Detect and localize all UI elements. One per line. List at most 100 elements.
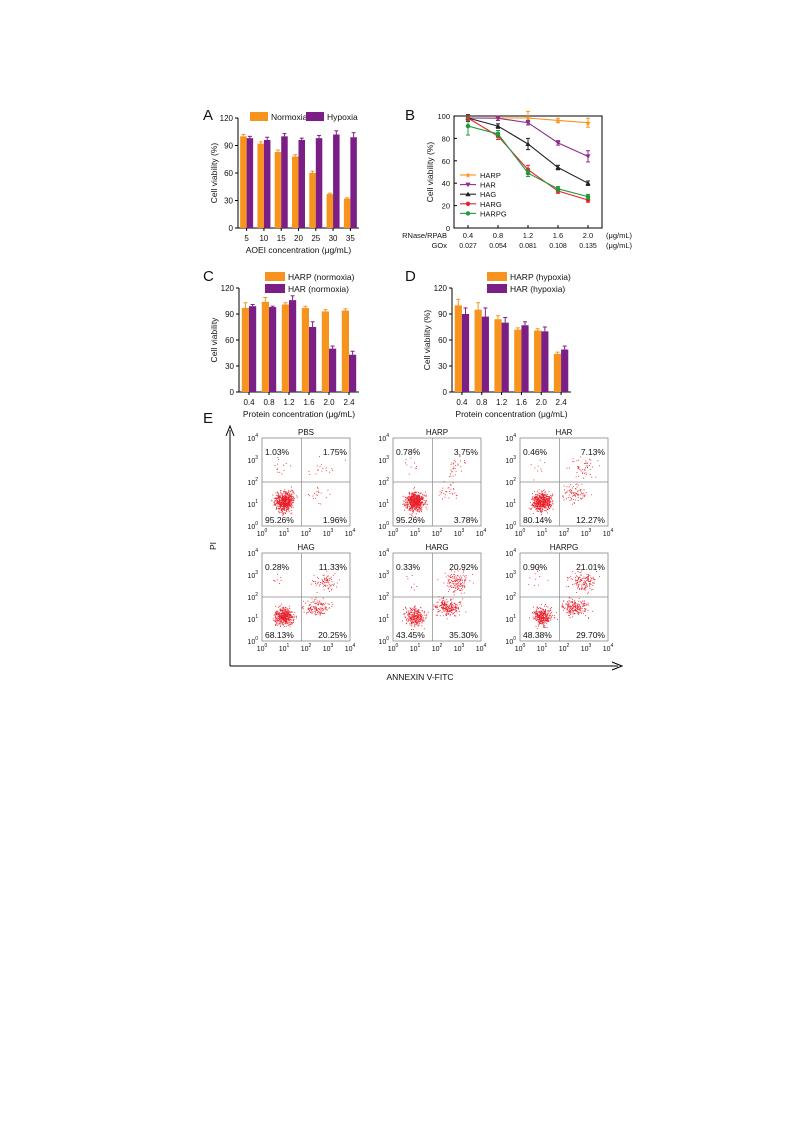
dot (585, 581, 587, 583)
dot (287, 609, 289, 610)
dot (285, 617, 286, 619)
dot (410, 510, 412, 511)
dot (534, 618, 536, 619)
dot (572, 606, 574, 608)
dot (311, 609, 313, 610)
dot (573, 605, 575, 607)
dot (576, 460, 578, 462)
dot (421, 610, 423, 611)
dot (286, 506, 287, 508)
dot (455, 615, 457, 617)
y-axis-label: Cell viability (%) (425, 142, 435, 203)
dot (546, 615, 548, 617)
dot (323, 609, 324, 611)
dot (442, 602, 443, 604)
bar-har-hypoxia- (521, 325, 529, 392)
dot (285, 610, 286, 611)
dot (409, 509, 411, 511)
dot (546, 627, 548, 628)
dot (574, 494, 576, 495)
dot (323, 589, 325, 591)
dot (447, 585, 448, 587)
legend-label: Hypoxia (327, 112, 358, 122)
dot (283, 624, 284, 626)
dot (534, 616, 536, 618)
dot (275, 617, 277, 619)
dot (416, 621, 417, 623)
dot (315, 598, 317, 600)
dot (318, 611, 320, 613)
y-tick-label: 60 (224, 169, 233, 178)
dot (281, 502, 282, 504)
x-tick-exponent: 0 (265, 643, 268, 649)
dot (411, 622, 413, 624)
dot (579, 605, 581, 607)
dot (543, 496, 545, 498)
dot (451, 610, 453, 612)
dot (454, 578, 456, 580)
dot (281, 607, 283, 609)
dot (425, 617, 427, 619)
y-tick-exponent: 0 (386, 636, 389, 642)
data-point (585, 180, 591, 186)
dot (406, 464, 408, 466)
dot (569, 612, 571, 614)
dot (276, 613, 277, 615)
dot (280, 489, 282, 491)
dot (410, 503, 412, 505)
dot (275, 623, 277, 625)
dot (412, 613, 414, 615)
dot (283, 508, 285, 509)
dot (539, 502, 541, 504)
dot (583, 492, 585, 494)
dot (413, 612, 415, 613)
dot (459, 578, 461, 580)
bar-hypoxia (263, 140, 271, 228)
x-tick-label: 104 (476, 643, 487, 653)
dot (419, 623, 420, 625)
dot (442, 606, 444, 607)
dot (419, 615, 421, 616)
dot (275, 616, 277, 618)
x-axis-label: AOEI concentration (μg/mL) (246, 245, 352, 255)
dot (320, 604, 322, 605)
panel-letter-e: E (203, 410, 213, 427)
dot (318, 601, 320, 603)
dot (437, 614, 438, 616)
dot (545, 611, 547, 613)
dot (331, 581, 333, 583)
dot (289, 495, 291, 496)
dot (282, 612, 284, 614)
dot (540, 490, 542, 492)
dot (291, 623, 293, 625)
dot (450, 606, 452, 608)
dot (408, 616, 410, 618)
dot (418, 501, 420, 503)
dot (582, 578, 584, 580)
dot (536, 508, 538, 510)
dot (536, 615, 538, 616)
dot (314, 581, 316, 583)
dot (316, 603, 318, 604)
data-point (585, 154, 591, 159)
dot (289, 497, 291, 499)
dot (578, 611, 579, 613)
dot (416, 621, 418, 623)
dot (551, 612, 552, 614)
dot (578, 494, 580, 496)
dot (414, 623, 416, 625)
dot (283, 501, 285, 503)
dot (438, 611, 439, 613)
dot (422, 499, 424, 501)
dot (549, 615, 551, 617)
x-tick-label: 0.8 (263, 398, 275, 407)
dot (329, 493, 331, 495)
dot (280, 494, 282, 496)
dot (541, 612, 543, 614)
dot (322, 603, 324, 605)
dot (573, 583, 575, 585)
dot (455, 575, 457, 577)
y-tick-exponent: 1 (255, 499, 258, 505)
dot (418, 498, 420, 500)
dot (334, 573, 336, 575)
